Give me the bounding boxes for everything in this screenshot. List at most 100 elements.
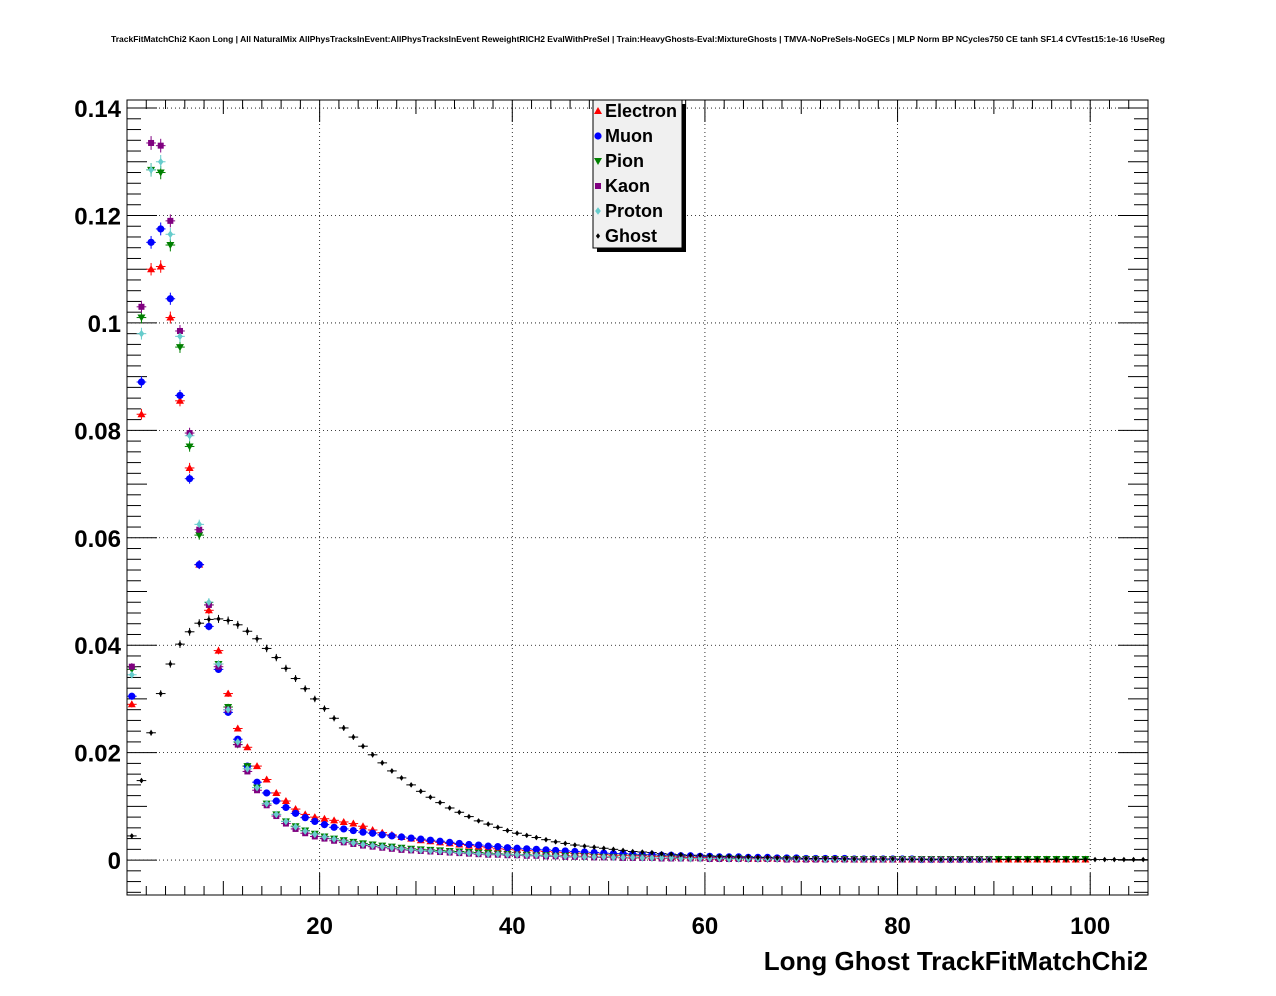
x-tick-label: 40 (499, 913, 526, 940)
grid (127, 100, 1148, 895)
data-point-electron (310, 813, 319, 821)
data-point-proton (254, 783, 260, 792)
data-point-electron (127, 700, 136, 708)
data-point-muon (455, 839, 463, 848)
data-point-kaon (595, 183, 601, 189)
data-point-ghost (1064, 856, 1069, 863)
data-point-electron (330, 816, 339, 824)
data-point-proton (167, 230, 174, 239)
data-point-muon (552, 846, 560, 855)
data-point-kaon (128, 663, 135, 670)
data-point-ghost (986, 856, 992, 863)
data-point-muon (417, 835, 425, 843)
data-point-proton (572, 852, 578, 861)
data-point-proton (273, 810, 280, 819)
data-point-ghost (977, 856, 982, 863)
data-point-proton (196, 520, 203, 529)
data-point-ghost (245, 628, 250, 635)
data-point-ghost (572, 842, 577, 848)
data-point-ghost (698, 852, 703, 859)
data-point-electron (185, 463, 194, 471)
legend-label-kaon: Kaon (605, 176, 650, 196)
data-point-ghost (1092, 856, 1098, 863)
data-point-ghost (1121, 856, 1127, 863)
data-point-muon (494, 843, 502, 851)
data-point-proton (687, 854, 694, 863)
data-point-ghost (592, 844, 597, 850)
data-point-muon (282, 803, 290, 812)
data-point-pion (156, 169, 165, 177)
data-point-proton (494, 850, 501, 858)
data-point-pion (195, 532, 204, 540)
x-axis-label: Long Ghost TrackFitMatchChi2 (764, 946, 1148, 976)
data-point-proton (639, 854, 646, 862)
data-point-electron (272, 788, 281, 796)
data-point-muon (571, 847, 579, 856)
data-point-ghost (389, 768, 394, 774)
data-point-muon (157, 225, 165, 233)
data-point-muon (272, 797, 280, 805)
data-point-muon (484, 842, 492, 850)
data-point-electron (204, 606, 213, 614)
data-point-ghost (428, 794, 433, 801)
data-point-muon (378, 831, 386, 839)
data-point-proton (215, 660, 222, 668)
data-point-ghost (139, 777, 144, 784)
data-point-ghost (1112, 856, 1117, 863)
data-point-ghost (794, 855, 799, 861)
data-point-proton (475, 849, 482, 858)
data-point-proton (225, 705, 231, 714)
data-point-electron (253, 762, 262, 770)
data-point-ghost (1044, 856, 1049, 863)
data-point-kaon (148, 139, 155, 146)
data-point-ghost (226, 617, 231, 624)
data-point-muon (128, 692, 136, 700)
data-point-ghost (958, 856, 963, 863)
data-point-electron (147, 265, 156, 273)
data-point-proton (543, 851, 549, 860)
data-point-electron (358, 822, 367, 830)
data-point-ghost (206, 616, 211, 623)
data-point-electron (156, 262, 165, 270)
data-point-pion (137, 314, 146, 322)
data-point-electron (349, 819, 358, 827)
data-point-ghost (649, 849, 655, 856)
data-point-ghost (813, 855, 818, 862)
y-tick-label: 0.06 (74, 526, 121, 553)
data-point-electron (233, 724, 242, 732)
data-point-muon (291, 809, 300, 817)
data-point-ghost (524, 832, 529, 839)
data-point-ghost (148, 729, 154, 736)
data-point-electron (137, 410, 146, 418)
data-point-proton (234, 738, 241, 746)
data-point-proton (379, 842, 386, 851)
data-point-proton (620, 853, 626, 862)
data-point-ghost (852, 856, 857, 862)
data-point-ghost (293, 675, 298, 682)
data-point-proton (427, 847, 434, 855)
data-point-ghost (514, 830, 520, 837)
data-point-ghost (890, 856, 895, 862)
data-point-ghost (457, 809, 462, 816)
data-point-ghost (688, 852, 693, 859)
data-point-ghost (823, 855, 828, 862)
data-point-ghost (331, 715, 337, 722)
data-point-proton (283, 817, 289, 826)
data-point-electron (281, 796, 290, 804)
data-point-ghost (466, 813, 472, 820)
data-point-ghost (553, 839, 558, 845)
data-point-muon (388, 832, 396, 840)
data-point-proton (177, 332, 183, 341)
data-point-ghost (1006, 856, 1011, 863)
data-point-ghost (938, 856, 944, 863)
data-point-muon (137, 378, 146, 386)
y-tick-label: 0.12 (74, 203, 121, 230)
y-tick-label: 0.02 (74, 741, 121, 768)
data-point-muon (320, 821, 329, 829)
y-tick-label: 0.04 (74, 633, 121, 660)
data-point-muon (446, 838, 454, 846)
data-point-muon (561, 847, 569, 855)
data-point-muon (263, 789, 271, 797)
data-point-proton (157, 157, 164, 166)
data-points (127, 139, 1146, 864)
